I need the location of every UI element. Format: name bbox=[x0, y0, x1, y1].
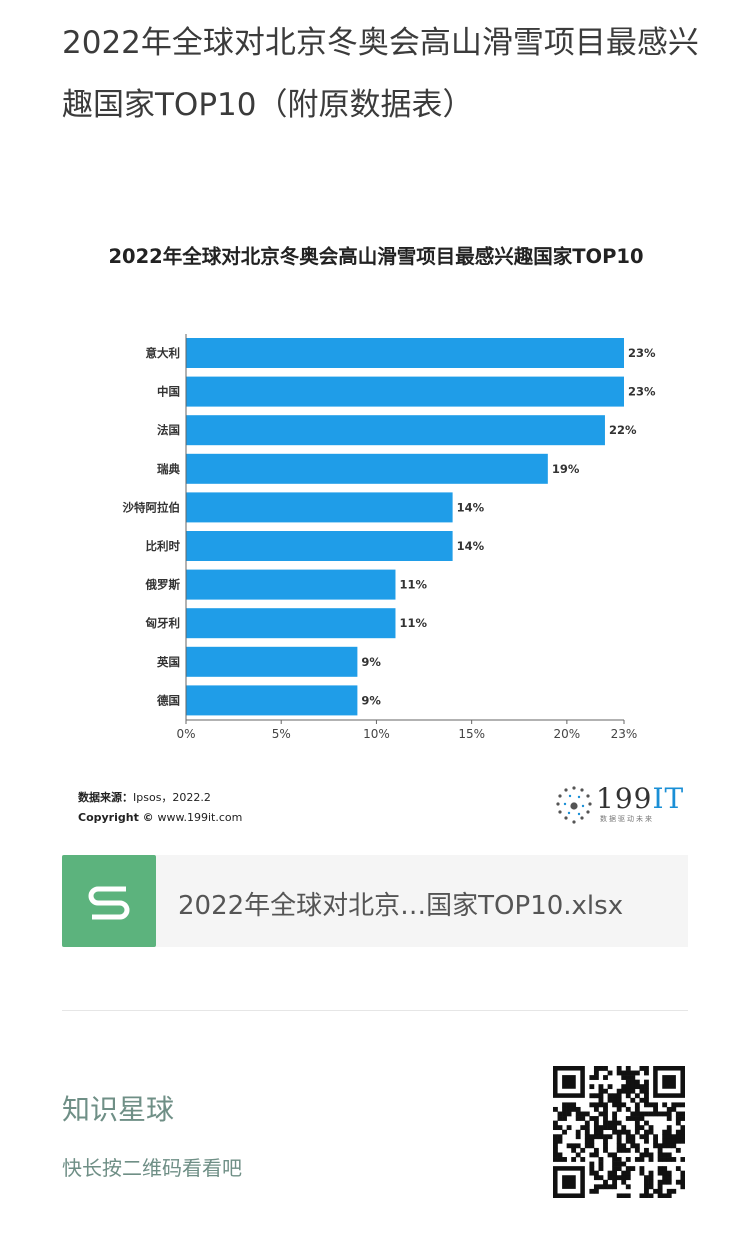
article-title: 2022年全球对北京冬奥会高山滑雪项目最感兴趣国家TOP10（附原数据表） bbox=[62, 25, 699, 123]
bar bbox=[186, 415, 605, 446]
bar-chart: 意大利 23% 中国 23% 法国 22% 瑞典 19% 沙特阿拉伯 14% 比利时 14% 俄罗斯 11… bbox=[123, 334, 656, 741]
category-label: 比利时 bbox=[146, 539, 181, 553]
x-tick-label: 23% bbox=[611, 727, 638, 741]
divider bbox=[62, 1010, 688, 1011]
data-label: 11% bbox=[399, 616, 427, 630]
category-label: 沙特阿拉伯 bbox=[123, 500, 181, 514]
category-label: 法国 bbox=[157, 423, 180, 437]
spreadsheet-s-icon bbox=[62, 855, 156, 947]
bar bbox=[186, 685, 358, 716]
source-label: 数据来源： bbox=[78, 791, 133, 804]
x-tick-label: 5% bbox=[272, 727, 291, 741]
logo-slogan: 数据驱动未来 bbox=[600, 815, 654, 823]
data-label: 9% bbox=[361, 693, 381, 707]
bar bbox=[186, 376, 624, 407]
category-label: 中国 bbox=[157, 385, 180, 399]
data-label: 19% bbox=[552, 462, 580, 476]
data-label: 11% bbox=[399, 578, 427, 592]
copyright-label: Copyright © bbox=[78, 811, 154, 824]
bar bbox=[186, 492, 453, 523]
attachment-file-card[interactable]: 2022年全球对北京…国家TOP10.xlsx bbox=[62, 855, 688, 947]
bar bbox=[186, 453, 548, 484]
chart-title: 2022年全球对北京冬奥会高山滑雪项目最感兴趣国家TOP10 bbox=[108, 245, 644, 268]
promo-title: 知识星球 bbox=[62, 1093, 175, 1126]
data-label: 9% bbox=[361, 655, 381, 669]
qr-code-icon[interactable] bbox=[553, 1066, 685, 1198]
chart-card: 2022年全球对北京冬奥会高山滑雪项目最感兴趣国家TOP10 意大利 23% 中国 2… bbox=[62, 222, 690, 842]
chart-source: 数据来源：Ipsos，2022.2 Copyright © www.199it.… bbox=[78, 788, 242, 828]
data-label: 22% bbox=[609, 423, 637, 437]
copyright-value: www.199it.com bbox=[157, 811, 243, 824]
data-label: 23% bbox=[628, 385, 656, 399]
file-name: 2022年全球对北京…国家TOP10.xlsx bbox=[178, 891, 624, 921]
bar bbox=[186, 569, 396, 600]
dandelion-logo-icon bbox=[556, 786, 592, 824]
promo-subtitle: 快长按二维码看看吧 bbox=[62, 1156, 242, 1180]
logo-accent-text: IT bbox=[652, 782, 685, 815]
x-tick-label: 15% bbox=[458, 727, 485, 741]
category-label: 瑞典 bbox=[157, 462, 180, 476]
bar bbox=[186, 608, 396, 639]
category-label: 匈牙利 bbox=[145, 616, 181, 630]
source-value: Ipsos，2022.2 bbox=[133, 791, 211, 804]
199it-logo: 199IT 数据驱动未来 bbox=[552, 780, 685, 826]
bar bbox=[186, 646, 358, 677]
bar bbox=[186, 531, 453, 561]
x-tick-label: 0% bbox=[176, 727, 195, 741]
category-label: 英国 bbox=[156, 655, 180, 669]
x-tick-label: 10% bbox=[363, 727, 390, 741]
data-label: 14% bbox=[457, 500, 485, 514]
logo-main-text: 199 bbox=[596, 782, 653, 815]
category-label: 德国 bbox=[156, 693, 180, 707]
data-label: 23% bbox=[628, 346, 656, 360]
x-tick-label: 20% bbox=[554, 727, 581, 741]
data-label: 14% bbox=[457, 539, 485, 553]
category-label: 意大利 bbox=[146, 346, 181, 360]
bar bbox=[186, 338, 624, 368]
category-label: 俄罗斯 bbox=[145, 578, 181, 592]
